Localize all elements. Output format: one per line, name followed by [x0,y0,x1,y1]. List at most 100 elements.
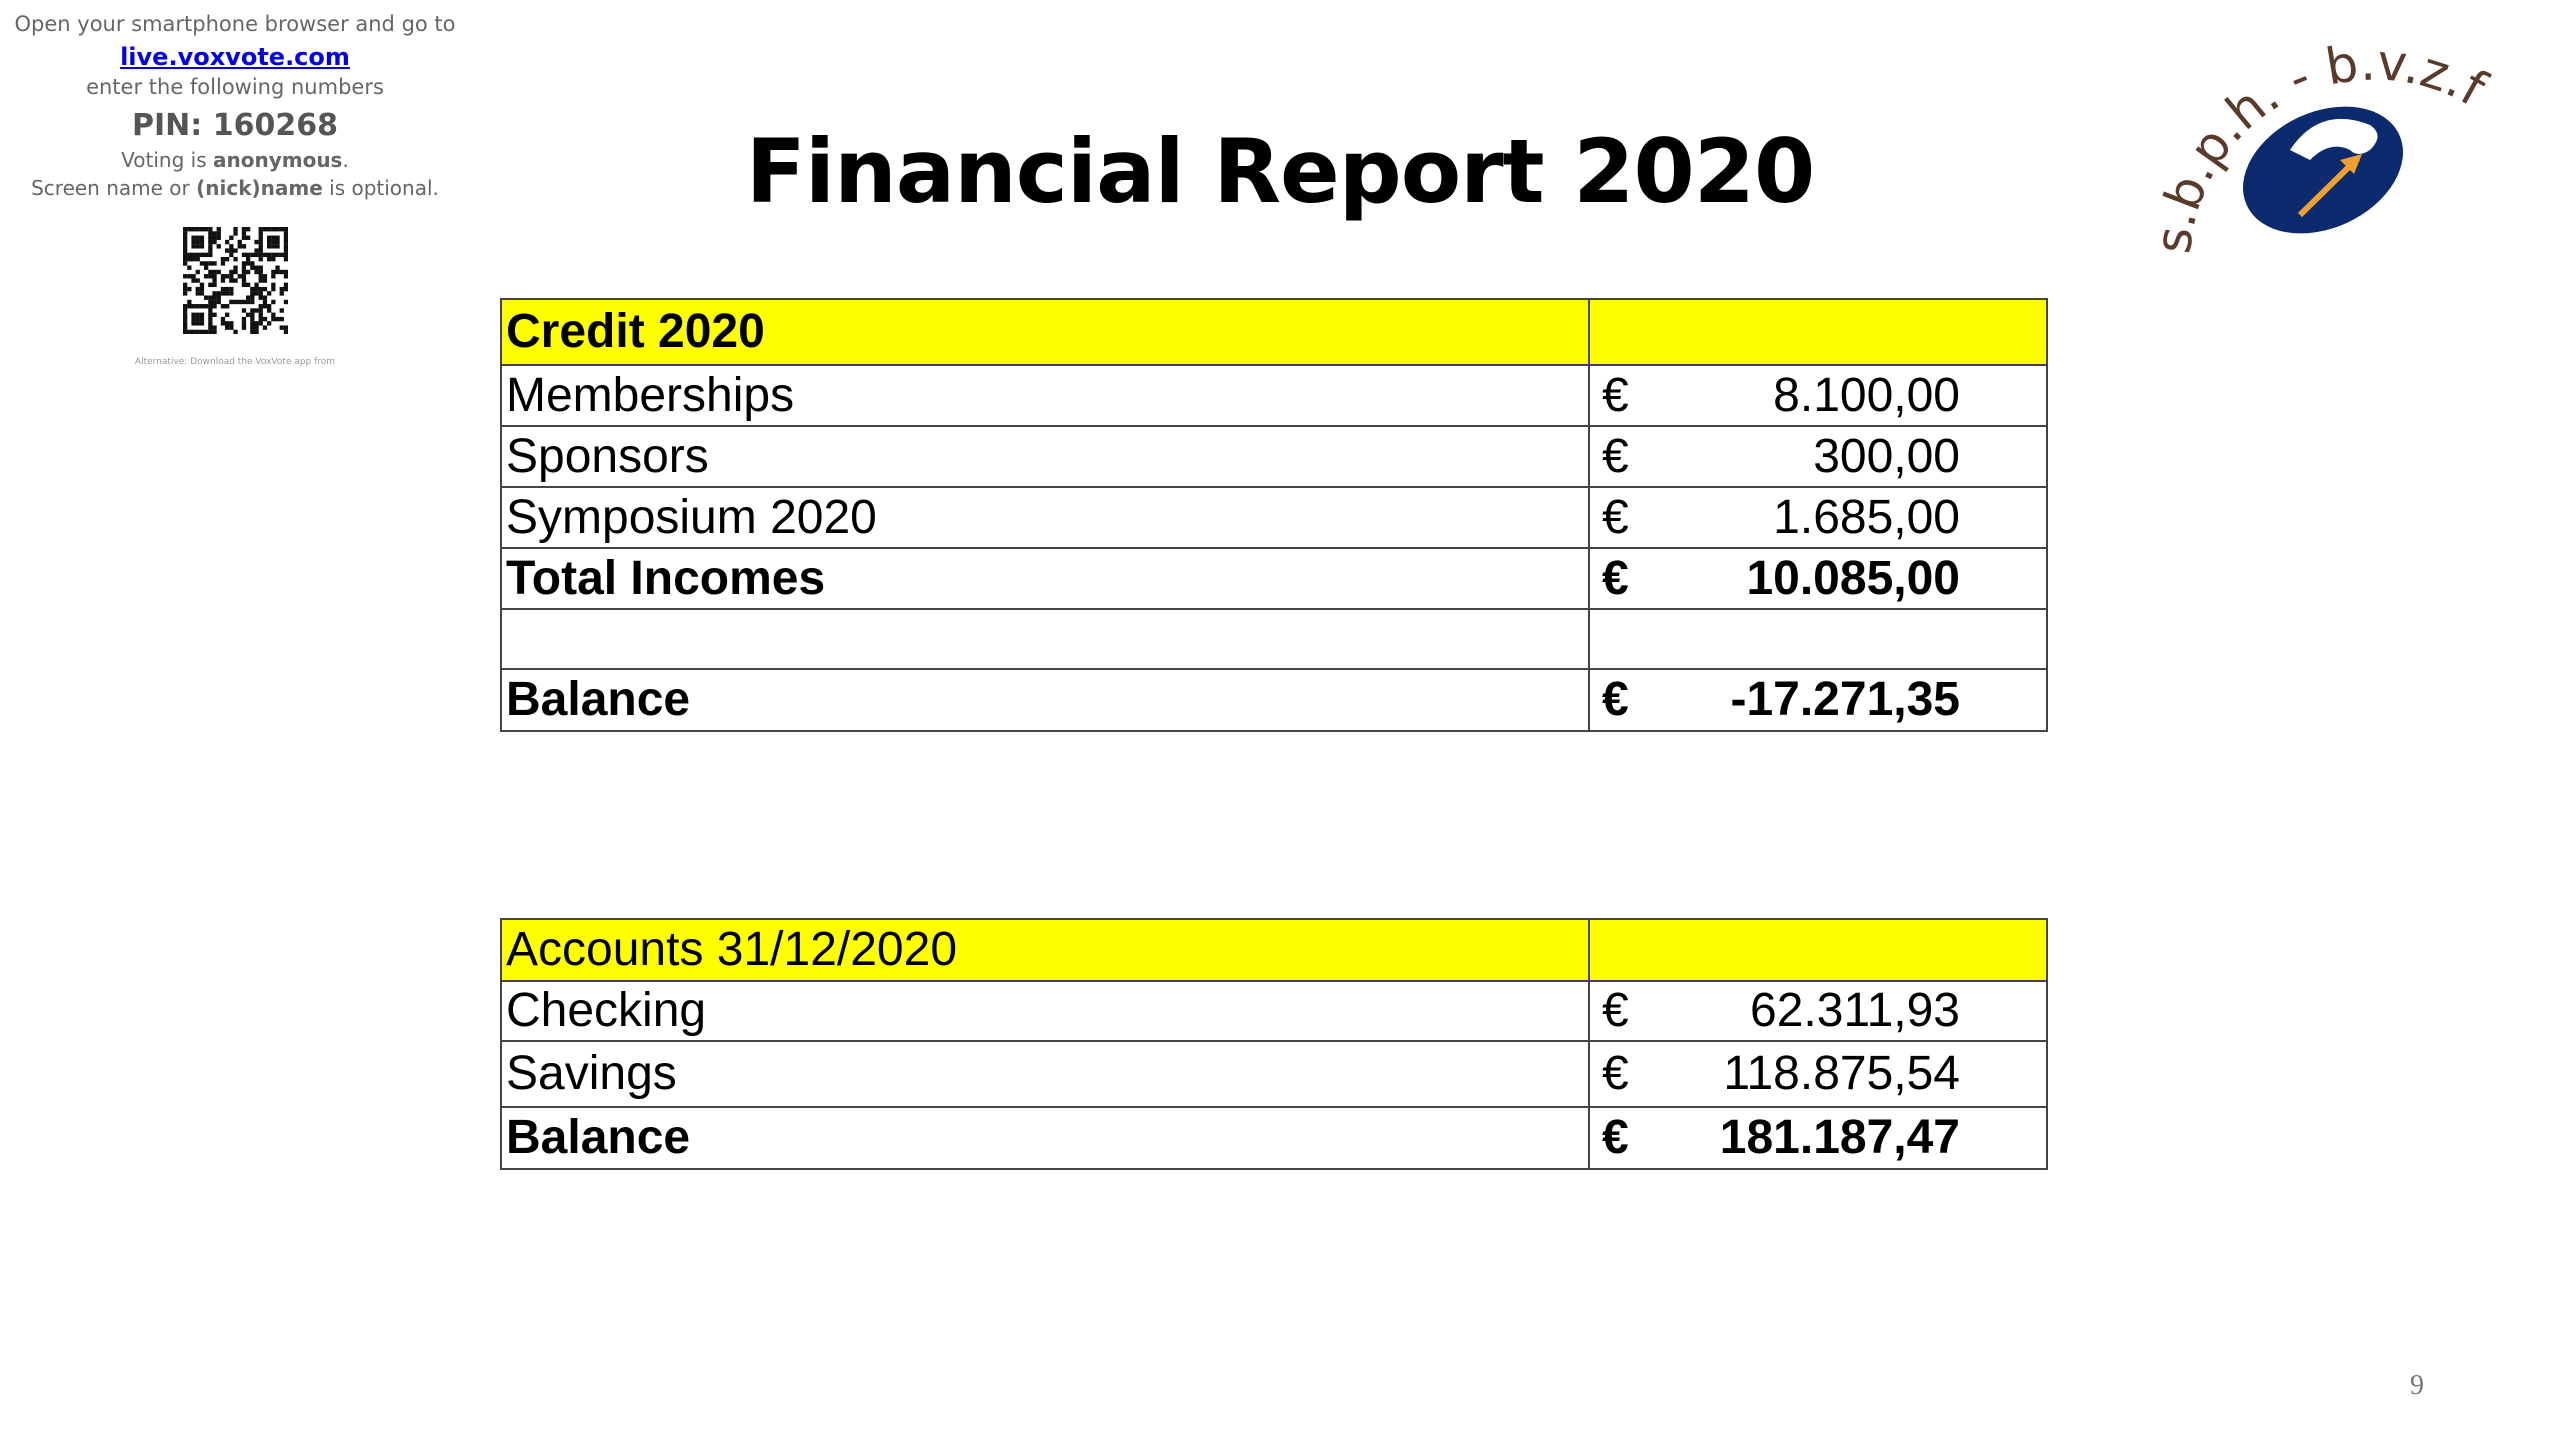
row-label: Symposium 2020 [500,486,1590,549]
table-row: Total Incomes €10.085,00 [500,547,2048,610]
qr-module [191,278,196,283]
qr-module [275,227,280,232]
qr-module [187,256,192,262]
qr-module [283,231,288,236]
qr-module [195,312,200,317]
qr-module [233,231,238,236]
qr-module [241,265,247,270]
qr-module [187,304,192,309]
qr-module [258,312,263,317]
qr-module [258,252,263,258]
qr-module [216,235,221,240]
qr-module [279,286,284,292]
qr-module [220,278,226,283]
qr-module [283,325,288,330]
qr-module [246,295,251,300]
qr-module [233,299,238,305]
currency: € [1602,368,1629,422]
qr-module [195,252,200,258]
empty-row [500,608,2048,670]
header-blank [1588,298,2048,366]
row-label: Balance [500,1106,1590,1170]
accounts-table: Accounts 31/12/2020 Checking €62.311,93 Sav… [500,918,2048,1170]
qr-module [241,278,247,283]
qr-module [187,227,192,232]
qr-module [271,252,276,258]
qr-module [208,227,213,232]
qr-module [246,235,251,240]
qr-module [220,274,226,279]
qr-module [262,286,268,292]
screen-prefix: Screen name or [31,176,190,200]
qr-module [212,274,217,279]
qr-module [191,312,196,317]
qr-module [254,252,259,258]
qr-module [279,252,284,258]
qr-module [212,295,217,300]
qr-module [208,308,213,313]
qr-module [195,278,200,283]
table-row: Balance €181.187,47 [500,1106,2048,1170]
qr-module [208,316,213,322]
qr-module [187,274,192,279]
qr-module [279,227,284,232]
qr-module [271,312,276,317]
qr-module [187,286,192,292]
qr-module [246,256,251,262]
qr-module [283,329,288,334]
qr-module [212,239,217,245]
qr-module [208,312,213,317]
qr-module [183,274,188,279]
qr-module [241,244,247,249]
qr-module [258,304,263,309]
qr-module [225,256,230,262]
qr-module [229,274,234,279]
qr-module [204,274,209,279]
qr-module [241,325,247,330]
qr-module [246,269,251,275]
qr-module [246,261,251,266]
qr-module [199,304,205,309]
page-number: 9 [2410,1370,2424,1401]
qr-module [267,321,272,326]
currency: € [1602,1047,1629,1100]
qr-module [258,248,263,253]
qr-module [229,321,234,326]
voxvote-link[interactable]: live.voxvote.com [120,43,350,71]
qr-module [183,227,188,232]
amount: -17.271,35 [1730,673,1960,726]
qr-module [250,265,255,270]
credit-table: Credit 2020 Memberships €8.100,00 Sponsors €… [500,298,2048,732]
qr-module [241,321,247,326]
qr-module [183,248,188,253]
qr-module [191,235,196,240]
qr-module [246,299,251,305]
qr-module [187,329,192,334]
qr-module [195,244,200,249]
currency: € [1602,490,1629,544]
qr-module [271,299,276,305]
qr-module [199,239,205,245]
qr-module [212,291,217,296]
row-label: Balance [500,668,1590,732]
currency: € [1602,551,1629,605]
qr-module [237,244,242,249]
qr-module [216,231,221,236]
qr-module [258,278,263,283]
qr-module [199,291,205,296]
qr-module [250,329,255,334]
qr-module [275,269,280,275]
qr-module [195,304,200,309]
alternative-text: Alternative: Download the VoxVote app fr… [134,357,336,367]
qr-module [191,256,196,262]
qr-module [191,316,196,322]
qr-module [229,269,234,275]
qr-module [279,291,284,296]
table-row: Symposium 2020 €1.685,00 [500,486,2048,549]
qr-module [250,316,255,322]
qr-module [199,261,205,266]
qr-module [216,227,221,232]
logo: s.b.p.h. - b.v.z.f [2144,33,2496,256]
